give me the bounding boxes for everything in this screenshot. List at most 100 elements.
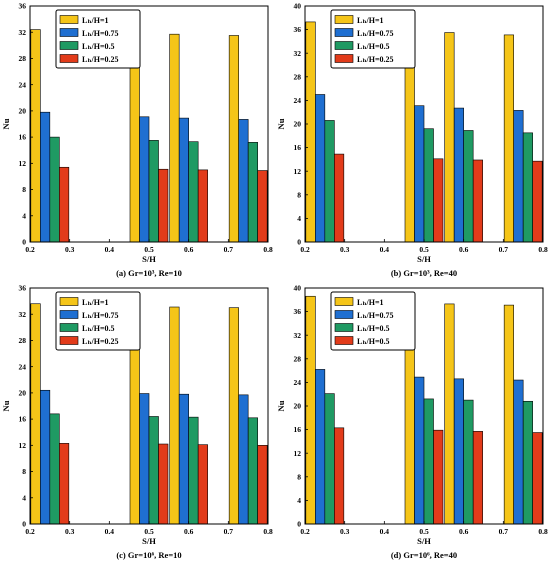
bar [503,34,514,243]
y-axis-label: Nu [276,400,286,411]
x-tick-label: 0.7 [224,245,234,254]
bar [414,105,425,243]
chart-panel-b: 0 4 8 12 16 20 24 28 32 36 40 0.2 0.3 0.4 0.5 0.6 0.7 0.8… [276,2,548,278]
legend-label: Lₕ/H=1 [82,298,109,307]
x-tick-label: 0.2 [300,245,310,254]
bar [334,427,345,525]
chart-caption: (b) Gr=10³, Re=40 [391,268,457,278]
bar [315,94,326,243]
bar [305,21,316,243]
x-tick-label: 0.2 [25,527,35,536]
x-tick-label: 0.6 [184,245,194,254]
bar [247,142,258,243]
legend-swatch [334,336,354,345]
y-tick-label: 24 [294,378,302,387]
x-tick-label: 0.3 [340,245,350,254]
legend-label: Lₕ/H=1 [82,16,109,25]
legend-box [55,291,141,351]
x-tick-label: 0.6 [184,527,194,536]
bar [30,303,41,525]
bar [228,35,239,243]
y-tick-label: 4 [297,496,301,505]
chart-caption: (a) Gr=10³, Re=10 [116,268,182,278]
bar [324,393,335,525]
legend-swatch [59,28,79,37]
bar [305,295,316,525]
bar [257,445,268,525]
legend-swatch [59,54,79,63]
x-tick-label: 0.3 [340,527,350,536]
y-tick-label: 0 [22,238,26,247]
bar [139,116,150,243]
chart-panel-c: 0 4 8 12 16 20 24 28 32 36 0.2 0.3 0.4 0.5 0.6 0.7 0.8 S/… [1,284,273,560]
bar [463,130,474,243]
bar [453,378,464,525]
bar [40,389,51,525]
bar [30,29,41,243]
bar [238,394,249,525]
y-tick-label: 36 [19,2,27,11]
y-tick-label: 24 [19,362,27,371]
legend-label: Lₕ/H=0.75 [82,29,119,38]
legend-swatch [334,28,354,37]
bar [472,431,483,525]
legend-swatch [334,41,354,50]
bar [444,303,455,525]
bar [423,398,434,525]
bar [148,416,159,525]
x-axis-label: S/H [417,536,431,546]
y-tick-label: 8 [22,185,26,194]
x-tick-label: 0.8 [263,527,273,536]
x-tick-label: 0.4 [380,245,390,254]
y-tick-label: 0 [297,520,301,529]
bar [49,136,60,243]
y-tick-label: 40 [294,2,302,11]
legend-swatch [334,15,354,24]
legend-label: Lₕ/H=0.5 [357,337,390,346]
y-tick-label: 32 [19,28,27,37]
y-tick-label: 28 [19,54,27,63]
legend-swatch [59,310,79,319]
bar [169,33,180,243]
y-tick-label: 4 [22,211,26,220]
x-tick-label: 0.4 [380,527,390,536]
y-tick-label: 36 [19,284,27,293]
bar [228,307,239,525]
bar [472,159,483,243]
legend-label: Lₕ/H=1 [357,16,384,25]
legend-swatch [334,54,354,63]
bar [59,166,70,243]
bar [158,168,169,243]
bar [324,120,335,243]
legend-box [330,291,416,351]
bar [188,416,199,525]
y-tick-label: 36 [294,307,302,316]
chart-panel-a: 0 4 8 12 16 20 24 28 32 36 0.2 0.3 0.4 0.5 0.6 0.7 0.8 S/… [1,2,273,278]
legend-label: Lₕ/H=0.5 [82,324,115,333]
bar [247,417,258,525]
y-tick-label: 28 [294,72,302,81]
x-tick-label: 0.8 [538,245,548,254]
x-tick-label: 0.3 [65,527,75,536]
chart-caption: (d) Gr=10⁶, Re=40 [391,550,457,560]
y-tick-label: 32 [294,331,302,340]
y-tick-label: 4 [297,214,301,223]
y-tick-label: 0 [297,238,301,247]
legend-label: Lₕ/H=0.25 [82,55,119,64]
x-tick-label: 0.7 [224,527,234,536]
y-tick-label: 36 [294,25,302,34]
legend-swatch [334,323,354,332]
bar [433,429,444,525]
bar [503,304,514,525]
legend-label: Lₕ/H=0.5 [82,42,115,51]
bar [49,413,60,525]
bar [188,141,199,243]
legend-label: Lₕ/H=0.25 [357,55,394,64]
x-axis-label: S/H [142,536,156,546]
legend-swatch [334,310,354,319]
bar [238,119,249,243]
y-tick-label: 8 [297,472,301,481]
y-tick-label: 20 [19,388,27,397]
chart-caption: (c) Gr=10⁶, Re=10 [116,550,181,560]
bar [414,376,425,525]
